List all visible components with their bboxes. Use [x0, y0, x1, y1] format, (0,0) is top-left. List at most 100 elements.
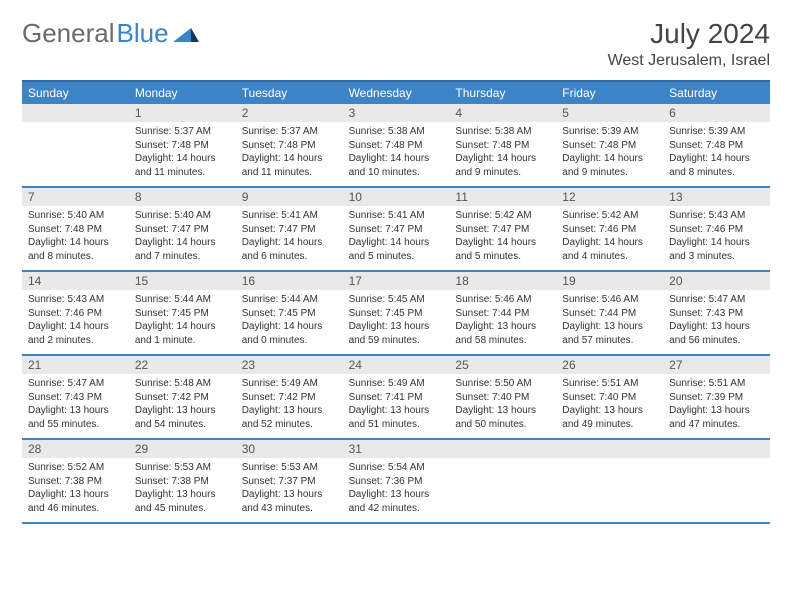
day-info: Sunrise: 5:39 AMSunset: 7:48 PMDaylight:… — [556, 122, 663, 184]
day-info: Sunrise: 5:54 AMSunset: 7:36 PMDaylight:… — [343, 458, 450, 520]
day-cell: 1Sunrise: 5:37 AMSunset: 7:48 PMDaylight… — [129, 104, 236, 186]
sunrise-text: Sunrise: 5:40 AM — [28, 209, 123, 223]
sunset-text: Sunset: 7:39 PM — [669, 391, 764, 405]
sunset-text: Sunset: 7:46 PM — [562, 223, 657, 237]
day-number: 15 — [129, 272, 236, 290]
day-info: Sunrise: 5:51 AMSunset: 7:40 PMDaylight:… — [556, 374, 663, 436]
sunset-text: Sunset: 7:45 PM — [349, 307, 444, 321]
sunrise-text: Sunrise: 5:46 AM — [562, 293, 657, 307]
day-number: 4 — [449, 104, 556, 122]
sunset-text: Sunset: 7:42 PM — [242, 391, 337, 405]
day-number: 25 — [449, 356, 556, 374]
sunset-text: Sunset: 7:37 PM — [242, 475, 337, 489]
week-row: 21Sunrise: 5:47 AMSunset: 7:43 PMDayligh… — [22, 356, 770, 440]
daylight-text: Daylight: 14 hours and 8 minutes. — [28, 236, 123, 263]
day-info: Sunrise: 5:40 AMSunset: 7:47 PMDaylight:… — [129, 206, 236, 268]
day-number: 1 — [129, 104, 236, 122]
day-info: Sunrise: 5:45 AMSunset: 7:45 PMDaylight:… — [343, 290, 450, 352]
day-number: 29 — [129, 440, 236, 458]
day-cell: 21Sunrise: 5:47 AMSunset: 7:43 PMDayligh… — [22, 356, 129, 438]
day-info: Sunrise: 5:47 AMSunset: 7:43 PMDaylight:… — [22, 374, 129, 436]
day-info: Sunrise: 5:46 AMSunset: 7:44 PMDaylight:… — [449, 290, 556, 352]
weekday-header: Friday — [556, 82, 663, 104]
day-cell: 10Sunrise: 5:41 AMSunset: 7:47 PMDayligh… — [343, 188, 450, 270]
sunset-text: Sunset: 7:48 PM — [669, 139, 764, 153]
daylight-text: Daylight: 14 hours and 4 minutes. — [562, 236, 657, 263]
daylight-text: Daylight: 13 hours and 51 minutes. — [349, 404, 444, 431]
day-cell: 2Sunrise: 5:37 AMSunset: 7:48 PMDaylight… — [236, 104, 343, 186]
sunrise-text: Sunrise: 5:37 AM — [242, 125, 337, 139]
sunrise-text: Sunrise: 5:51 AM — [562, 377, 657, 391]
sunset-text: Sunset: 7:48 PM — [349, 139, 444, 153]
month-title: July 2024 — [608, 18, 770, 50]
day-number: 6 — [663, 104, 770, 122]
daylight-text: Daylight: 13 hours and 58 minutes. — [455, 320, 550, 347]
day-number: 12 — [556, 188, 663, 206]
day-info: Sunrise: 5:53 AMSunset: 7:38 PMDaylight:… — [129, 458, 236, 520]
day-info: Sunrise: 5:44 AMSunset: 7:45 PMDaylight:… — [236, 290, 343, 352]
day-number: 26 — [556, 356, 663, 374]
sunset-text: Sunset: 7:38 PM — [28, 475, 123, 489]
weekday-header-row: Sunday Monday Tuesday Wednesday Thursday… — [22, 82, 770, 104]
day-number: 3 — [343, 104, 450, 122]
day-cell: 8Sunrise: 5:40 AMSunset: 7:47 PMDaylight… — [129, 188, 236, 270]
daylight-text: Daylight: 14 hours and 6 minutes. — [242, 236, 337, 263]
brand-mark-icon — [173, 18, 199, 49]
day-cell: 27Sunrise: 5:51 AMSunset: 7:39 PMDayligh… — [663, 356, 770, 438]
day-cell: 5Sunrise: 5:39 AMSunset: 7:48 PMDaylight… — [556, 104, 663, 186]
brand-word-1: General — [22, 18, 115, 49]
weeks-container: 1Sunrise: 5:37 AMSunset: 7:48 PMDaylight… — [22, 104, 770, 524]
day-cell: 28Sunrise: 5:52 AMSunset: 7:38 PMDayligh… — [22, 440, 129, 522]
week-row: 14Sunrise: 5:43 AMSunset: 7:46 PMDayligh… — [22, 272, 770, 356]
day-number: 8 — [129, 188, 236, 206]
day-number: 28 — [22, 440, 129, 458]
daylight-text: Daylight: 13 hours and 57 minutes. — [562, 320, 657, 347]
daylight-text: Daylight: 13 hours and 55 minutes. — [28, 404, 123, 431]
daylight-text: Daylight: 14 hours and 10 minutes. — [349, 152, 444, 179]
day-number — [663, 440, 770, 458]
day-info: Sunrise: 5:38 AMSunset: 7:48 PMDaylight:… — [449, 122, 556, 184]
day-info: Sunrise: 5:41 AMSunset: 7:47 PMDaylight:… — [343, 206, 450, 268]
daylight-text: Daylight: 14 hours and 9 minutes. — [562, 152, 657, 179]
day-info: Sunrise: 5:37 AMSunset: 7:48 PMDaylight:… — [129, 122, 236, 184]
title-block: July 2024 West Jerusalem, Israel — [608, 18, 770, 70]
daylight-text: Daylight: 14 hours and 11 minutes. — [242, 152, 337, 179]
day-info: Sunrise: 5:48 AMSunset: 7:42 PMDaylight:… — [129, 374, 236, 436]
day-number: 22 — [129, 356, 236, 374]
day-number: 16 — [236, 272, 343, 290]
calendar: Sunday Monday Tuesday Wednesday Thursday… — [22, 80, 770, 524]
daylight-text: Daylight: 13 hours and 52 minutes. — [242, 404, 337, 431]
day-info: Sunrise: 5:44 AMSunset: 7:45 PMDaylight:… — [129, 290, 236, 352]
day-cell — [449, 440, 556, 522]
daylight-text: Daylight: 14 hours and 2 minutes. — [28, 320, 123, 347]
daylight-text: Daylight: 13 hours and 56 minutes. — [669, 320, 764, 347]
weekday-header: Thursday — [449, 82, 556, 104]
day-cell — [556, 440, 663, 522]
sunrise-text: Sunrise: 5:54 AM — [349, 461, 444, 475]
day-info: Sunrise: 5:39 AMSunset: 7:48 PMDaylight:… — [663, 122, 770, 184]
day-number: 23 — [236, 356, 343, 374]
day-number: 7 — [22, 188, 129, 206]
day-cell: 31Sunrise: 5:54 AMSunset: 7:36 PMDayligh… — [343, 440, 450, 522]
day-cell: 30Sunrise: 5:53 AMSunset: 7:37 PMDayligh… — [236, 440, 343, 522]
sunrise-text: Sunrise: 5:51 AM — [669, 377, 764, 391]
sunrise-text: Sunrise: 5:42 AM — [562, 209, 657, 223]
day-info: Sunrise: 5:43 AMSunset: 7:46 PMDaylight:… — [663, 206, 770, 268]
day-number: 13 — [663, 188, 770, 206]
sunrise-text: Sunrise: 5:41 AM — [349, 209, 444, 223]
sunrise-text: Sunrise: 5:47 AM — [669, 293, 764, 307]
day-number: 30 — [236, 440, 343, 458]
sunrise-text: Sunrise: 5:48 AM — [135, 377, 230, 391]
daylight-text: Daylight: 14 hours and 1 minute. — [135, 320, 230, 347]
daylight-text: Daylight: 13 hours and 49 minutes. — [562, 404, 657, 431]
day-number: 20 — [663, 272, 770, 290]
day-number — [22, 104, 129, 122]
sunset-text: Sunset: 7:41 PM — [349, 391, 444, 405]
day-number: 11 — [449, 188, 556, 206]
sunset-text: Sunset: 7:46 PM — [28, 307, 123, 321]
sunset-text: Sunset: 7:40 PM — [562, 391, 657, 405]
day-cell: 11Sunrise: 5:42 AMSunset: 7:47 PMDayligh… — [449, 188, 556, 270]
sunset-text: Sunset: 7:48 PM — [242, 139, 337, 153]
sunset-text: Sunset: 7:47 PM — [455, 223, 550, 237]
sunrise-text: Sunrise: 5:44 AM — [242, 293, 337, 307]
